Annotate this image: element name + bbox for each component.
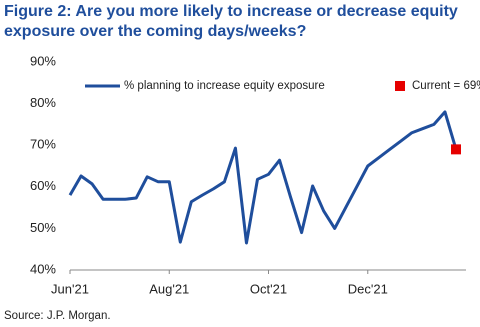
y-tick-label: 50% <box>30 220 56 235</box>
x-tick-label: Jun'21 <box>51 281 89 296</box>
y-tick-label: 70% <box>30 137 56 152</box>
y-tick-label: 40% <box>30 261 56 276</box>
x-tick-label: Aug'21 <box>149 281 189 296</box>
chart-subtitle: exposure over the coming days/weeks? <box>4 23 306 40</box>
y-tick-label: 90% <box>30 53 56 68</box>
current-marker <box>451 144 461 155</box>
legend-label: Current = 69% <box>412 80 480 92</box>
x-tick-label: Oct'21 <box>250 281 287 296</box>
source: Source: J.P. Morgan. <box>4 310 111 322</box>
y-tick-label: 60% <box>30 178 56 193</box>
chart-title: Figure 2: Are you more likely to increas… <box>4 3 458 20</box>
legend-square <box>395 81 405 91</box>
y-tick-label: 80% <box>30 95 56 110</box>
x-tick-label: Dec'21 <box>348 281 388 296</box>
legend-label: % planning to increase equity exposure <box>124 80 325 92</box>
line-series <box>68 110 458 245</box>
